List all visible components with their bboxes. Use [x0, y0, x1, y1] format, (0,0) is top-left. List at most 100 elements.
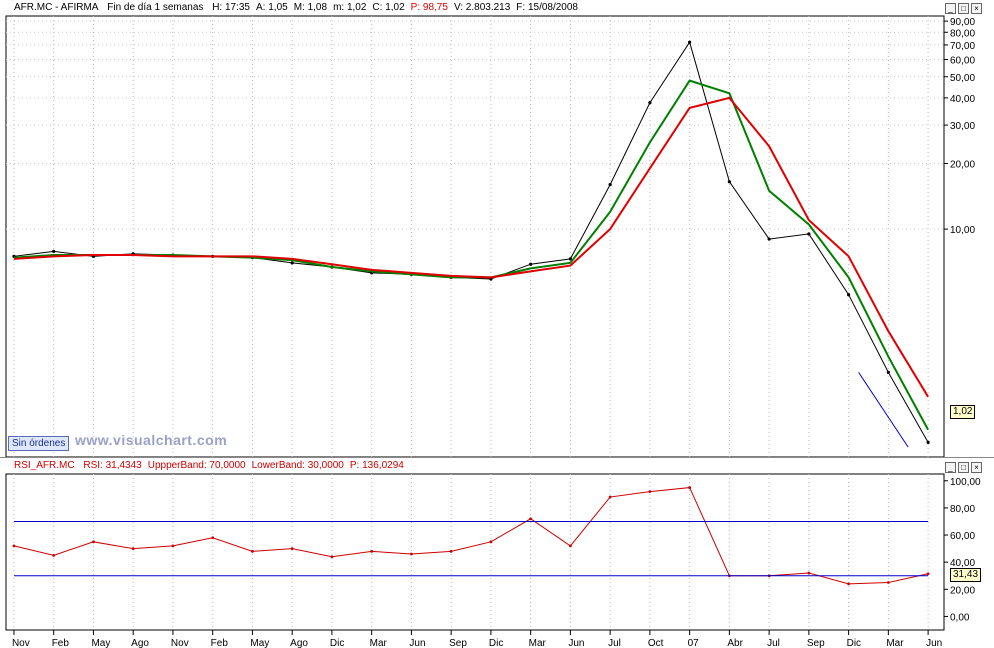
xtick-label-11: Sep — [449, 638, 467, 648]
stat-1: A: 1,05 — [256, 2, 288, 13]
xtick-label-16: Oct — [648, 638, 664, 648]
price-ytick-label-5: 40,00 — [950, 94, 975, 105]
rsi-point-5 — [211, 536, 215, 540]
price-ytick-label-4: 50,00 — [950, 73, 975, 84]
rsi-point-2 — [92, 540, 95, 544]
xtick-label-17: 07 — [688, 638, 700, 648]
watermark: www.visualchart.com — [75, 432, 228, 448]
xtick-label-5: Feb — [211, 638, 229, 648]
rsi-point-16 — [648, 490, 652, 494]
stat-0: H: 17:35 — [212, 2, 250, 13]
price-ytick-label-2: 70,00 — [950, 41, 975, 52]
price-point-19 — [767, 237, 771, 241]
price-point-18 — [727, 180, 731, 184]
rsi-indicator-label: RSI_AFR.MC — [14, 460, 75, 471]
rsi-stat-1: UppperBand: 70,0000 — [147, 460, 246, 471]
xtick-label-4: Nov — [171, 638, 189, 648]
price-point-13 — [529, 262, 533, 266]
rsi-last-tag: 31,43 — [950, 568, 982, 582]
period-label: Fin de día 1 semanas — [107, 2, 204, 13]
price-point-22 — [886, 370, 890, 374]
price-ytick-label-0: 90,00 — [950, 17, 975, 28]
price-ytick-label-7: 20,00 — [950, 159, 975, 170]
price-point-14 — [568, 257, 572, 261]
xtick-label-3: Ago — [131, 638, 149, 648]
price-ytick-label-8: 10,00 — [950, 225, 975, 236]
rsi-ytick-label-0: 100,00 — [950, 477, 981, 488]
xtick-label-22: Mar — [886, 638, 904, 648]
xtick-label-2: May — [91, 638, 110, 648]
rsi-point-1 — [52, 553, 56, 557]
stat-6: V: 2.803.213 — [453, 2, 511, 13]
price-header: AFR.MC - AFIRMA Fin de día 1 semanas H: … — [14, 0, 590, 16]
rsi-point-22 — [886, 581, 890, 584]
rsi-header: RSI_AFR.MC RSI: 31,4343 UppperBand: 70,00… — [14, 458, 416, 474]
xtick-label-19: Jul — [767, 638, 780, 648]
rsi-point-6 — [251, 549, 254, 553]
xtick-label-0: Nov — [12, 638, 30, 648]
symbol-label: AFR.MC - AFIRMA — [14, 2, 99, 13]
price-point-1 — [52, 249, 56, 253]
price-panel-frame — [5, 15, 945, 458]
xtick-label-15: Jul — [608, 638, 621, 648]
rsi-point-20 — [807, 571, 811, 575]
xtick-label-7: Ago — [290, 638, 308, 648]
rsi-minimize-button[interactable]: _ — [945, 462, 956, 473]
price-point-21 — [847, 293, 851, 297]
rsi-point-4 — [171, 544, 175, 548]
price-point-20 — [807, 232, 811, 236]
orders-badge[interactable]: Sin órdenes — [8, 436, 70, 451]
xtick-label-12: Dic — [489, 638, 503, 648]
rsi-line — [13, 487, 929, 585]
rsi-point-12 — [489, 540, 493, 544]
close-button[interactable]: × — [971, 3, 982, 14]
ma-slow-line — [13, 96, 929, 398]
rsi-ytick-label-2: 60,00 — [950, 531, 975, 542]
price-ytick-label-6: 30,00 — [950, 121, 975, 132]
rsi-ytick-label-1: 80,00 — [950, 504, 975, 515]
rsi-ytick-label-5: 0,00 — [950, 612, 970, 623]
rsi-close-button[interactable]: × — [971, 462, 982, 473]
price-ytick-label-3: 60,00 — [950, 55, 975, 66]
rsi-point-15 — [608, 495, 612, 499]
rsi-ytick-label-4: 20,00 — [950, 585, 975, 596]
trend-line — [858, 372, 909, 448]
xtick-label-1: Feb — [52, 638, 70, 648]
price-point-17 — [688, 40, 692, 44]
rsi-point-23 — [926, 572, 930, 576]
price-last-tag: 1,02 — [950, 405, 976, 419]
xtick-label-18: Abr — [727, 638, 743, 648]
price-point-7 — [290, 261, 294, 265]
stat-4: C: 1,02 — [372, 2, 405, 13]
price-ytick-label-1: 80,00 — [950, 28, 975, 39]
xtick-label-23: Jun — [926, 638, 942, 648]
maximize-button[interactable]: □ — [958, 3, 969, 14]
xtick-label-8: Dic — [330, 638, 344, 648]
xtick-label-9: Mar — [370, 638, 388, 648]
price-point-15 — [608, 183, 612, 187]
xtick-label-13: Mar — [529, 638, 547, 648]
rsi-point-8 — [330, 555, 334, 559]
stat-3: m: 1,02 — [333, 2, 367, 13]
rsi-point-9 — [370, 549, 374, 553]
rsi-point-11 — [449, 549, 453, 553]
minimize-button[interactable]: _ — [945, 3, 956, 14]
rsi-stat-3: P: 136,0294 — [349, 460, 404, 471]
stat-2: M: 1,08 — [293, 2, 328, 13]
xtick-label-14: Jun — [568, 638, 584, 648]
rsi-point-17 — [688, 486, 692, 489]
rsi-point-21 — [847, 582, 851, 586]
xtick-label-21: Dic — [847, 638, 861, 648]
rsi-point-3 — [131, 547, 135, 551]
price-point-23 — [926, 440, 930, 445]
rsi-stats: RSI: 31,4343 UppperBand: 70,0000 LowerBand… — [83, 460, 409, 471]
rsi-point-14 — [568, 544, 572, 548]
price-stats: H: 17:35 A: 1,05 M: 1,08 m: 1,02 C: 1,02 P: 9… — [212, 2, 584, 13]
rsi-ytick-label-3: 40,00 — [950, 558, 975, 569]
rsi-stat-2: LowerBand: 30,0000 — [251, 460, 344, 471]
rsi-maximize-button[interactable]: □ — [958, 462, 969, 473]
stat-5: P: 98,75 — [410, 2, 448, 13]
xtick-label-6: May — [250, 638, 269, 648]
